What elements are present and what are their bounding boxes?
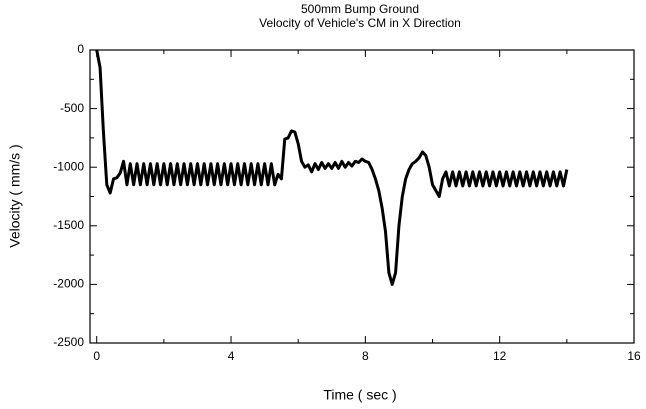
y-tick-label: -2500 (53, 335, 84, 349)
y-tick-label: -1000 (53, 159, 84, 173)
x-tick-label: 12 (493, 349, 507, 363)
y-tick-label: -500 (60, 101, 84, 115)
chart-subtitle: Velocity of Vehicle's CM in X Direction (259, 16, 461, 30)
plot-frame (89, 49, 635, 344)
y-axis-label: Velocity ( mm/s ) (7, 144, 23, 247)
x-tick-label: 8 (362, 349, 369, 363)
line-series (95, 49, 569, 286)
chart-title: 500mm Bump Ground (301, 2, 419, 16)
y-tick-label: 0 (77, 42, 84, 56)
y-tick-label: -2000 (53, 277, 84, 291)
x-tick-label: 0 (93, 349, 100, 363)
x-axis-label: Time ( sec ) (323, 387, 396, 403)
x-tick-label: 16 (627, 349, 641, 363)
y-tick-label: -1500 (53, 218, 84, 232)
x-tick-label: 4 (228, 349, 235, 363)
